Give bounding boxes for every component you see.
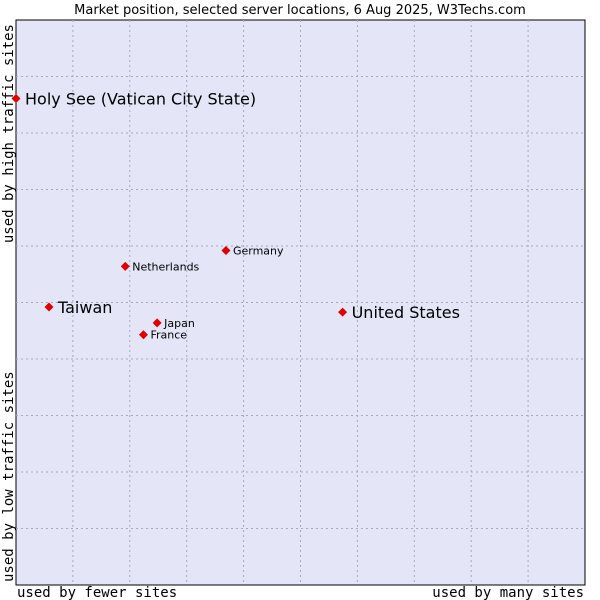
x-axis-label-left: used by fewer sites (17, 585, 177, 600)
point-label-holy-see-vatican-city-state: Holy See (Vatican City State) (25, 90, 256, 109)
point-marker-netherlands (120, 261, 130, 271)
point-marker-france (138, 330, 148, 340)
point-marker-holy-see-vatican-city-state (11, 94, 21, 104)
chart-title: Market position, selected server locatio… (74, 3, 526, 18)
y-axis-label-bottom: used by low traffic sites (1, 371, 17, 582)
y-axis-label-top: used by high traffic sites (1, 24, 17, 243)
point-label-japan: Japan (163, 317, 195, 330)
point-marker-taiwan (44, 302, 54, 312)
point-label-united-states: United States (352, 303, 460, 322)
x-axis-label-right: used by many sites (432, 585, 584, 600)
data-points: Holy See (Vatican City State) Germany Neth… (11, 90, 460, 342)
point-label-germany: Germany (233, 245, 284, 258)
gridlines (16, 20, 585, 585)
point-marker-japan (152, 318, 162, 328)
point-label-netherlands: Netherlands (132, 260, 199, 273)
point-marker-germany (221, 246, 231, 256)
point-label-france: France (150, 329, 187, 342)
point-label-taiwan: Taiwan (57, 298, 112, 317)
point-marker-united-states (338, 307, 348, 317)
